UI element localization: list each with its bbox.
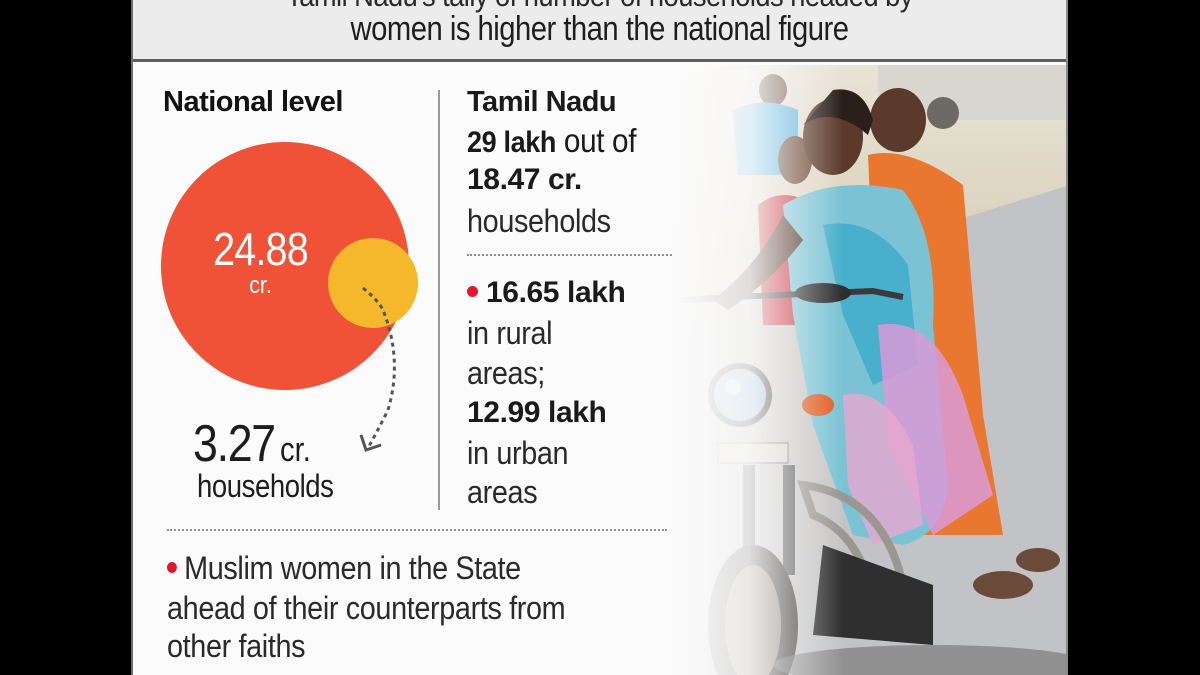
tn-urban-label-1: in urban	[467, 435, 569, 471]
tn-rural-count: 16.65 lakh	[467, 276, 626, 310]
women-headed-label: households	[197, 468, 334, 504]
tn-women-count: 29 lakh	[467, 126, 557, 159]
national-level-heading: National level	[163, 86, 343, 118]
women-headed-households-circle	[328, 238, 418, 328]
tn-total-households: 18.47 cr.	[467, 163, 582, 196]
footer-line-1: Muslim women in the State	[167, 550, 521, 587]
column-divider	[438, 90, 440, 510]
national-total-value: 24.88	[213, 223, 309, 275]
footer-line-1-text: Muslim women in the State	[184, 550, 521, 586]
tamil-nadu-heading: Tamil Nadu	[467, 86, 617, 118]
headline-banner: Tamil Nadu's tally of number of househol…	[133, 0, 1066, 62]
tn-out-of: out of	[556, 122, 637, 159]
tn-households-label: households	[467, 203, 611, 239]
tn-rural-label-1: in rural	[467, 315, 553, 351]
national-total-unit: cr.	[249, 272, 272, 299]
tn-rural-value: 16.65 lakh	[486, 276, 626, 309]
tn-urban-value: 12.99 lakh	[467, 396, 607, 429]
dotted-divider-footer	[167, 529, 667, 531]
women-headed-unit: cr.	[280, 431, 311, 469]
women-on-motorcycle-photo	[673, 65, 1066, 675]
footer-line-3: other faiths	[167, 628, 306, 664]
dotted-divider-tn	[467, 254, 687, 256]
tn-headline: 29 lakh out of	[467, 122, 636, 160]
photo-fade-overlay	[673, 65, 843, 675]
dotted-arrow-icon	[359, 286, 396, 452]
tn-rural-label-2: areas;	[467, 355, 545, 391]
women-headed-number: 3.27	[193, 415, 276, 473]
headline-line-2: women is higher than the national figure	[350, 10, 849, 48]
footer-line-2: ahead of their counterparts from	[167, 590, 566, 626]
women-headed-value: 3.27 cr.	[193, 414, 311, 474]
bullet-icon	[467, 285, 478, 297]
infographic: Tamil Nadu's tally of number of househol…	[131, 0, 1068, 675]
headline-line-1: Tamil Nadu's tally of number of househol…	[189, 0, 1010, 14]
bullet-icon	[167, 562, 177, 574]
tn-urban-label-2: areas	[467, 474, 538, 510]
